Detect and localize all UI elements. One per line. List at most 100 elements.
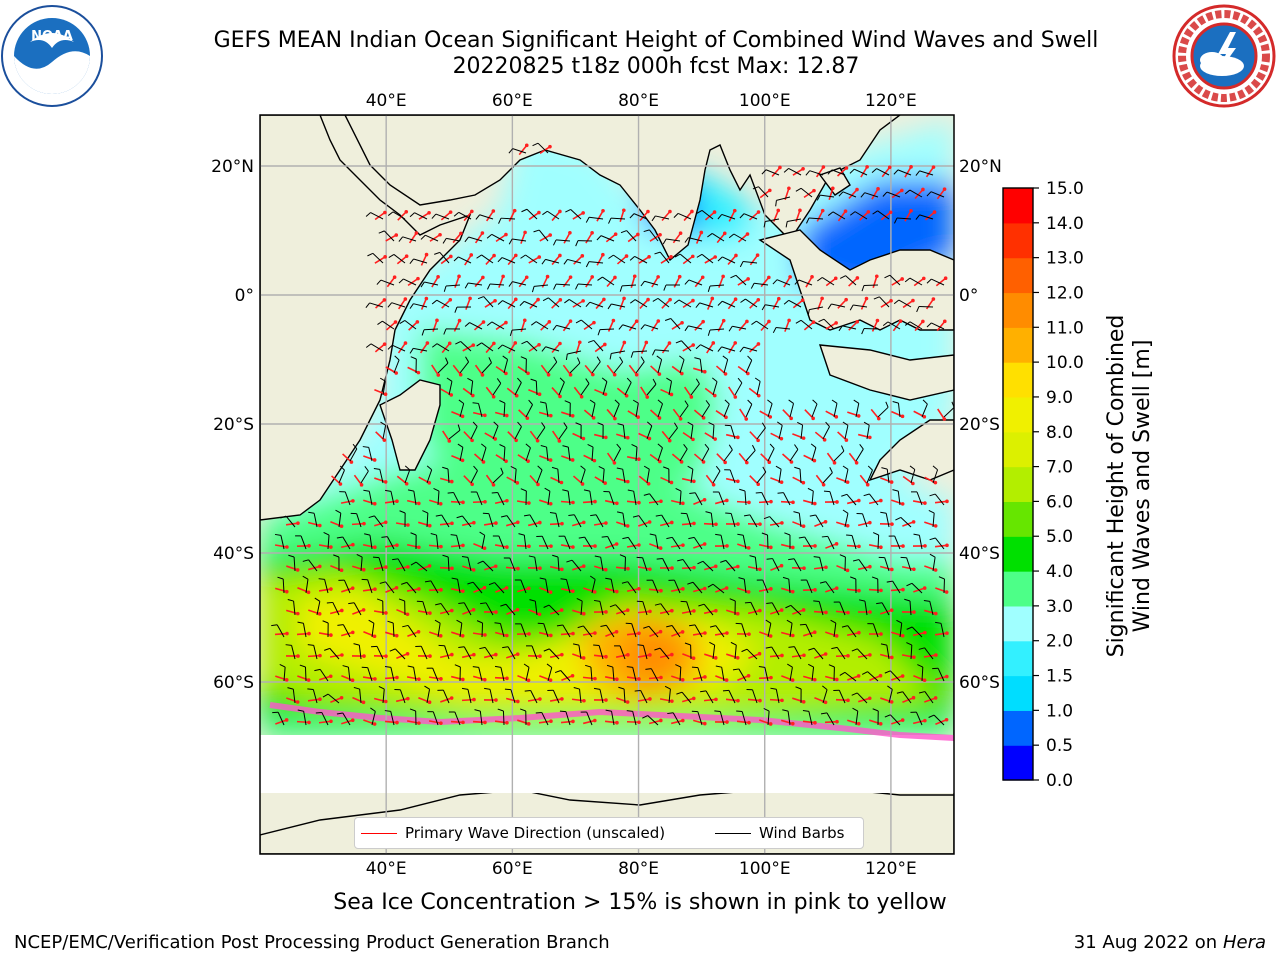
wave-direction-arrow — [528, 609, 540, 615]
wave-arrow-head — [527, 544, 531, 549]
wind-barb-flag — [858, 599, 866, 602]
wind-barb — [448, 429, 461, 440]
wind-barb-flag — [616, 511, 624, 514]
wind-barb — [634, 255, 648, 264]
wave-direction-arrow — [737, 543, 749, 549]
wave-arrow-head — [944, 590, 949, 594]
colorbar-segment — [1003, 327, 1033, 363]
wind-barb — [460, 341, 472, 352]
wave-direction-arrow — [880, 477, 892, 483]
wave-direction-arrow — [606, 408, 616, 420]
wave-direction-arrow — [758, 543, 772, 549]
wind-barb — [589, 216, 604, 220]
wind-barb-flag — [407, 665, 414, 668]
wind-barb-flag — [705, 511, 712, 514]
wind-barb — [413, 258, 428, 264]
wave-arrow-head — [482, 585, 487, 590]
wind-barb-flag — [597, 422, 604, 426]
wind-barb — [811, 491, 814, 506]
wind-barb — [394, 648, 406, 660]
wave-direction-arrow — [307, 521, 321, 527]
wind-barb-flag — [896, 691, 903, 694]
wave-arrow-head — [537, 612, 542, 617]
wind-barb — [734, 382, 743, 396]
wind-barb — [769, 516, 780, 528]
wave-arrow-head — [637, 457, 641, 462]
wave-direction-arrow — [406, 499, 420, 505]
wave-arrow-head — [854, 460, 859, 465]
wave-arrow-head — [329, 633, 333, 637]
wave-direction-arrow — [626, 544, 640, 548]
wind-barb — [722, 256, 736, 264]
wave-arrow-head — [733, 297, 738, 301]
wind-barb-flag — [287, 687, 294, 690]
wave-arrow-head — [922, 586, 927, 590]
wave-direction-arrow — [408, 232, 418, 244]
wind-barb — [668, 381, 673, 396]
wind-barb — [570, 209, 582, 220]
wave-arrow-head — [504, 371, 508, 376]
wind-barb — [842, 325, 857, 330]
wave-arrow-head — [557, 439, 562, 443]
wave-direction-arrow — [901, 565, 915, 571]
wind-barb — [868, 493, 879, 506]
wave-direction-arrow — [562, 320, 572, 332]
wave-direction-arrow — [485, 474, 495, 486]
wave-arrow-head — [307, 543, 311, 548]
wind-barb — [743, 579, 747, 594]
legend-wave-label: Primary Wave Direction (unscaled) — [405, 824, 666, 842]
wind-barb-flag — [467, 581, 474, 585]
wind-barb-flag — [675, 340, 682, 344]
wind-barb — [446, 284, 461, 287]
wind-barb-flag — [318, 578, 325, 580]
wind-barb — [459, 403, 465, 418]
wind-barb-flag — [884, 670, 891, 674]
wind-barb-flag — [472, 402, 479, 404]
wave-arrow-head — [394, 585, 399, 590]
wind-barb — [916, 491, 923, 506]
wave-arrow-head — [559, 608, 564, 612]
wind-barb — [546, 447, 549, 462]
wave-arrow-head — [448, 210, 453, 214]
wind-barb-flag — [926, 278, 932, 284]
wave-arrow-head — [505, 676, 509, 681]
wind-barb-flag — [552, 554, 559, 558]
wind-barb-flag — [743, 514, 751, 517]
wind-barb — [800, 319, 813, 330]
wind-barb — [789, 623, 793, 638]
wind-barb — [844, 469, 849, 484]
wave-arrow-head — [879, 632, 883, 636]
wind-barb — [481, 254, 494, 264]
wave-direction-arrow — [540, 321, 550, 331]
wind-barb-flag — [740, 298, 746, 303]
wind-barb — [376, 646, 384, 660]
wind-barb — [478, 667, 483, 682]
wind-barb — [902, 691, 912, 704]
legend-black-line-icon — [715, 832, 751, 834]
wave-arrow-head — [383, 480, 388, 484]
wave-arrow-head — [538, 566, 542, 570]
wave-direction-arrow — [461, 698, 475, 702]
wind-barb — [541, 712, 549, 726]
wind-barb-flag — [656, 355, 662, 360]
wave-direction-arrow — [439, 609, 453, 615]
wave-direction-arrow — [704, 211, 716, 221]
wave-arrow-head — [845, 480, 850, 484]
wave-direction-arrow — [648, 500, 662, 504]
wind-barb — [857, 648, 868, 660]
wind-barb-flag — [887, 685, 893, 690]
wind-barb-flag — [521, 208, 528, 213]
wave-direction-arrow — [891, 410, 903, 418]
wind-barb-flag — [368, 515, 375, 519]
wind-barb-flag — [454, 664, 461, 668]
wave-arrow-head — [636, 232, 640, 237]
wave-direction-arrow — [825, 631, 837, 637]
wave-arrow-head — [681, 718, 685, 723]
wave-arrow-head — [824, 565, 828, 570]
wind-barb — [932, 469, 939, 484]
wave-arrow-head — [414, 231, 419, 235]
wind-barb-flag — [629, 213, 635, 219]
wind-barb-flag — [880, 511, 887, 514]
wave-direction-arrow — [485, 255, 495, 265]
wave-arrow-head — [593, 499, 597, 504]
